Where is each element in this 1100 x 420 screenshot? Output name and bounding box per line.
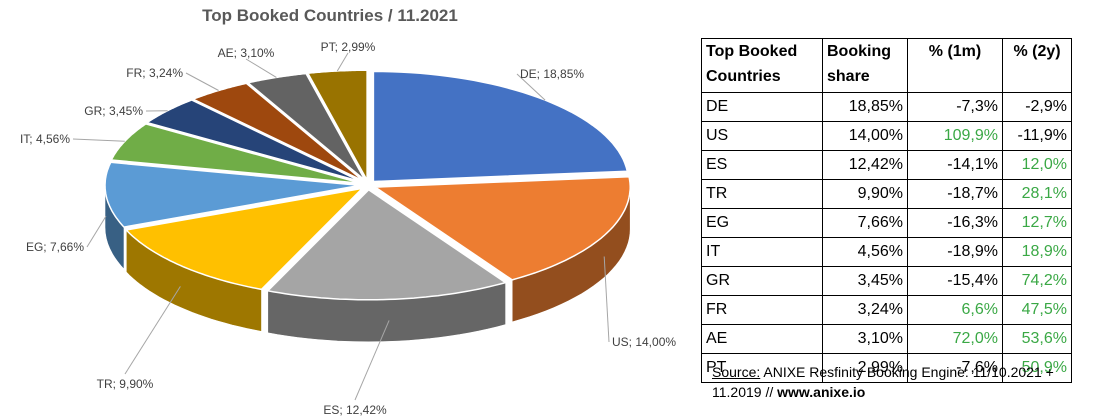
table-row: FR 3,24% 6,6% 47,5% <box>701 295 1072 325</box>
source-text: ANIXE Resfinity Booking Engine: 11/10.20… <box>712 364 1054 400</box>
leader-line-eg <box>86 215 107 248</box>
cell-change-1m: -15,4% <box>907 266 1003 296</box>
leader-line-ae <box>245 58 277 78</box>
cell-change-2y: 12,0% <box>1002 150 1072 180</box>
cell-country: EG <box>701 208 823 238</box>
leader-line-it <box>72 138 125 142</box>
cell-change-2y: 12,7% <box>1002 208 1072 238</box>
cell-change-1m: 6,6% <box>907 295 1003 325</box>
header-change-2y: % (2y) <box>1002 38 1072 93</box>
cell-share: 7,66% <box>822 208 908 238</box>
table-row: ES 12,42% -14,1% 12,0% <box>701 150 1072 180</box>
pie-slice-es <box>266 188 508 301</box>
table-header-row: Top Booked Countries Booking share % (1m… <box>701 38 1072 93</box>
leader-line-pt <box>336 52 349 72</box>
cell-change-1m: -7,3% <box>907 92 1003 122</box>
cell-country: TR <box>701 179 823 209</box>
chart-title: Top Booked Countries / 11.2021 <box>202 6 458 25</box>
cell-share: 3,24% <box>822 295 908 325</box>
cell-change-1m: -18,7% <box>907 179 1003 209</box>
cell-country: IT <box>701 237 823 267</box>
cell-country: GR <box>701 266 823 296</box>
leader-line-us <box>603 256 610 343</box>
data-label-tr: TR; 9,90% <box>97 377 154 391</box>
cell-change-1m: 72,0% <box>907 324 1003 354</box>
cell-change-2y: 47,5% <box>1002 295 1072 325</box>
cell-share: 14,00% <box>822 121 908 151</box>
leader-line-de <box>516 73 546 101</box>
cell-country: US <box>701 121 823 151</box>
cell-change-1m: 109,9% <box>907 121 1003 151</box>
header-change-1m: % (1m) <box>907 38 1003 93</box>
table-row: EG 7,66% -16,3% 12,7% <box>701 208 1072 238</box>
pie-chart: DE; 18,85% US; 14,00% ES; 12,42% TR; 9,90% E… <box>20 40 676 417</box>
cell-change-1m: -7,6% <box>907 353 1003 383</box>
table-row: US 14,00% 109,9% -11,9% <box>701 121 1072 151</box>
pie-slice-eg <box>104 161 361 228</box>
data-label-fr: FR; 3,24% <box>126 66 183 80</box>
cell-share: 2,99% <box>822 353 908 383</box>
pie-slice-us <box>372 176 631 281</box>
cell-share: 9,90% <box>822 179 908 209</box>
cell-country: DE <box>701 92 823 122</box>
source-note: Source: ANIXE Resfinity Booking Engine: … <box>712 362 1092 402</box>
table-row: TR 9,90% -18,7% 28,1% <box>701 179 1072 209</box>
table-row: PT 2,99% -7,6% 50,9% <box>701 353 1072 383</box>
cell-change-2y: 50,9% <box>1002 353 1072 383</box>
cell-share: 4,56% <box>822 237 908 267</box>
cell-share: 3,45% <box>822 266 908 296</box>
cell-change-2y: 28,1% <box>1002 179 1072 209</box>
data-label-it: IT; 4,56% <box>20 132 70 146</box>
table-row: IT 4,56% -18,9% 18,9% <box>701 237 1072 267</box>
cell-change-1m: -18,9% <box>907 237 1003 267</box>
booking-table: Top Booked Countries Booking share % (1m… <box>701 38 1072 383</box>
cell-change-1m: -16,3% <box>907 208 1003 238</box>
data-label-pt: PT; 2,99% <box>321 40 376 54</box>
leader-line-tr <box>124 286 181 375</box>
cell-change-2y: 18,9% <box>1002 237 1072 267</box>
leader-line-fr <box>185 72 219 91</box>
header-share: Booking share <box>822 38 908 93</box>
cell-share: 18,85% <box>822 92 908 122</box>
cell-change-1m: -14,1% <box>907 150 1003 180</box>
source-link[interactable]: www.anixe.io <box>777 384 866 400</box>
data-label-eg: EG; 7,66% <box>26 240 84 254</box>
cell-country: AE <box>701 324 823 354</box>
cell-change-2y: -11,9% <box>1002 121 1072 151</box>
source-label: Source: <box>712 364 761 380</box>
data-label-de: DE; 18,85% <box>520 67 584 81</box>
cell-share: 3,10% <box>822 324 908 354</box>
cell-change-2y: 53,6% <box>1002 324 1072 354</box>
pie-slice-de <box>372 70 629 183</box>
data-label-es: ES; 12,42% <box>323 403 387 417</box>
data-label-gr: GR; 3,45% <box>84 104 143 118</box>
table-row: GR 3,45% -15,4% 74,2% <box>701 266 1072 296</box>
cell-country: PT <box>701 353 823 383</box>
table-row: AE 3,10% 72,0% 53,6% <box>701 324 1072 354</box>
cell-country: FR <box>701 295 823 325</box>
header-country: Top Booked Countries <box>701 38 823 93</box>
cell-share: 12,42% <box>822 150 908 180</box>
pie-slice-tr <box>124 187 365 291</box>
cell-country: ES <box>701 150 823 180</box>
leader-line-es <box>354 320 390 401</box>
data-label-us: US; 14,00% <box>612 335 676 349</box>
table-row: DE 18,85% -7,3% -2,9% <box>701 92 1072 122</box>
data-label-ae: AE; 3,10% <box>218 46 275 60</box>
cell-change-2y: 74,2% <box>1002 266 1072 296</box>
cell-change-2y: -2,9% <box>1002 92 1072 122</box>
